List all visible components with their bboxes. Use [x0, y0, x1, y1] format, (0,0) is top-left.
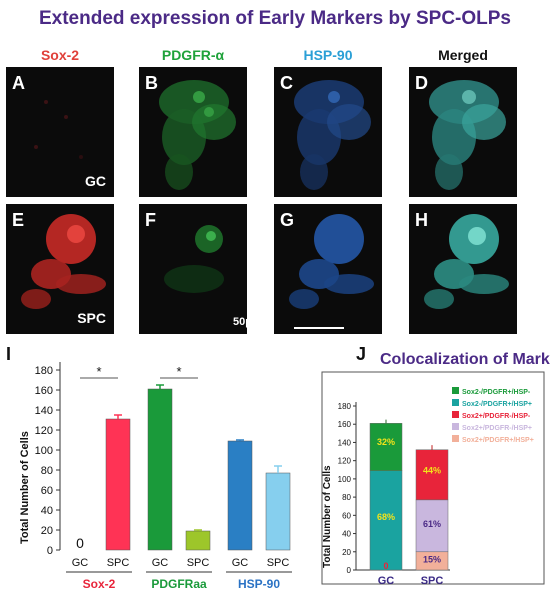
- col-header-hsp90: HSP-90: [303, 47, 353, 63]
- cells-hsp90-gc: [294, 80, 371, 190]
- pct-label: 61%: [423, 519, 441, 529]
- stacked-segment: [369, 470, 403, 571]
- row-tag-gc: GC: [85, 173, 106, 189]
- y-axis-label: Total Number of Cells: [19, 431, 31, 544]
- x-tick-label: GC: [72, 557, 89, 569]
- cells-merged-gc: [429, 80, 506, 190]
- scale-bar-label: 50µm: [233, 316, 262, 328]
- col-header-sox2: Sox-2: [40, 47, 80, 63]
- y-tick-label: 0: [47, 545, 53, 557]
- x-tick-label: SPC: [267, 557, 290, 569]
- col-header-merged: Merged: [438, 47, 488, 63]
- sig-mark: *: [96, 364, 101, 379]
- stacked-segment: [415, 449, 449, 501]
- pct-label: 44%: [423, 465, 441, 475]
- panel-letter-j: J: [356, 344, 366, 364]
- y-tick-label: 60: [41, 485, 53, 497]
- y-axis-label: Total Number of Cells: [322, 465, 333, 568]
- y-tick-label: 140: [338, 438, 352, 447]
- chart-title: Colocalization of Markers: [380, 351, 550, 368]
- cells-sox2-gc: [34, 100, 83, 159]
- group-label: PDGFRaa: [151, 577, 207, 591]
- legend-label: Sox2-/PDGFR+/HSP-: [462, 389, 531, 396]
- y-tick-label: 120: [35, 425, 53, 437]
- micrograph-e: E SPC: [6, 204, 114, 334]
- y-tick-label: 160: [35, 385, 53, 397]
- bar: [265, 472, 291, 551]
- legend-label: Sox2+/PDGFR+/HSP+: [462, 437, 534, 444]
- panel-letter-a: A: [12, 73, 25, 93]
- legend-swatch: [452, 399, 459, 406]
- row-tag-spc: SPC: [77, 310, 106, 326]
- legend-swatch: [452, 411, 459, 418]
- micrograph-d: D: [409, 67, 517, 197]
- y-tick-label: 20: [342, 548, 351, 557]
- x-tick-label: SPC: [187, 557, 210, 569]
- bar: [147, 388, 173, 551]
- x-tick-label: SPC: [421, 575, 444, 587]
- micrograph-b: B: [139, 67, 247, 197]
- group-label: Sox-2: [83, 577, 116, 591]
- cells-sox2-spc: [21, 214, 106, 309]
- zero-label: 0: [383, 561, 388, 571]
- micrograph-a: A GC: [6, 67, 114, 197]
- zero-label: 0: [76, 535, 84, 551]
- y-tick-label: 60: [342, 511, 351, 520]
- legend-label: Sox2+/PDGFR-/HSP-: [462, 413, 531, 420]
- y-tick-label: 120: [338, 457, 352, 466]
- micrograph-c: C: [274, 67, 382, 197]
- legend-swatch: [452, 387, 459, 394]
- legend-label: Sox2-/PDGFR+/HSP+: [462, 401, 532, 408]
- panel-letter-g: G: [280, 210, 295, 230]
- chart-frame: [321, 371, 545, 585]
- cells-hsp90-spc: [289, 214, 374, 309]
- micrograph-g: G: [274, 204, 382, 334]
- panel-letter-f: F: [145, 210, 156, 230]
- y-tick-label: 80: [41, 465, 53, 477]
- cells-pdgfr-spc: [164, 225, 224, 293]
- y-tick-label: 180: [35, 365, 53, 377]
- bar: [105, 418, 131, 551]
- y-tick-label: 0: [347, 566, 352, 575]
- pct-label: 68%: [377, 512, 395, 522]
- y-tick-label: 140: [35, 405, 53, 417]
- x-tick-label: GC: [378, 575, 395, 587]
- x-tick-label: GC: [232, 557, 249, 569]
- col-header-pdgfr: PDGFR-α: [161, 47, 225, 63]
- bar: [227, 440, 253, 551]
- chart-colocalization: J Colocalization of Markers 0 20 40 60 80 100 12…: [321, 344, 550, 587]
- panel-letter-b: B: [145, 73, 158, 93]
- micrograph-f: F: [139, 204, 247, 334]
- figure-title: Extended expression of Early Markers by …: [38, 8, 511, 29]
- y-tick-label: 180: [338, 402, 352, 411]
- cells-merged-spc: [424, 214, 509, 309]
- legend-label: Sox2+/PDGFR-/HSP+: [462, 425, 532, 432]
- scale-bar: [294, 327, 344, 329]
- y-tick-label: 40: [342, 530, 351, 539]
- panel-letter-d: D: [415, 73, 428, 93]
- micrograph-h: H: [409, 204, 517, 334]
- pct-label: 15%: [423, 555, 441, 565]
- x-tick-label: SPC: [107, 557, 130, 569]
- x-tick-label: GC: [152, 557, 169, 569]
- y-tick-label: 20: [41, 525, 53, 537]
- bar: [185, 530, 211, 551]
- panel-letter-i: I: [6, 344, 11, 364]
- group-label: HSP-90: [238, 577, 280, 591]
- pct-label: 32%: [377, 437, 395, 447]
- stacked-segment: [369, 423, 403, 471]
- sig-mark: *: [176, 364, 181, 379]
- y-tick-label: 80: [342, 493, 351, 502]
- y-tick-label: 100: [35, 445, 53, 457]
- chart-total-cells: I 0 20 40 60 80 100 120 140 160 180 Total Number of…: [6, 344, 292, 591]
- panel-letter-c: C: [280, 73, 293, 93]
- y-tick-label: 100: [338, 475, 352, 484]
- y-tick-label: 160: [338, 420, 352, 429]
- panel-letter-h: H: [415, 210, 428, 230]
- legend-swatch: [452, 423, 459, 430]
- panel-letter-e: E: [12, 210, 25, 230]
- cells-pdgfr-gc: [159, 80, 236, 190]
- y-tick-label: 40: [41, 505, 53, 517]
- legend-swatch: [452, 435, 459, 442]
